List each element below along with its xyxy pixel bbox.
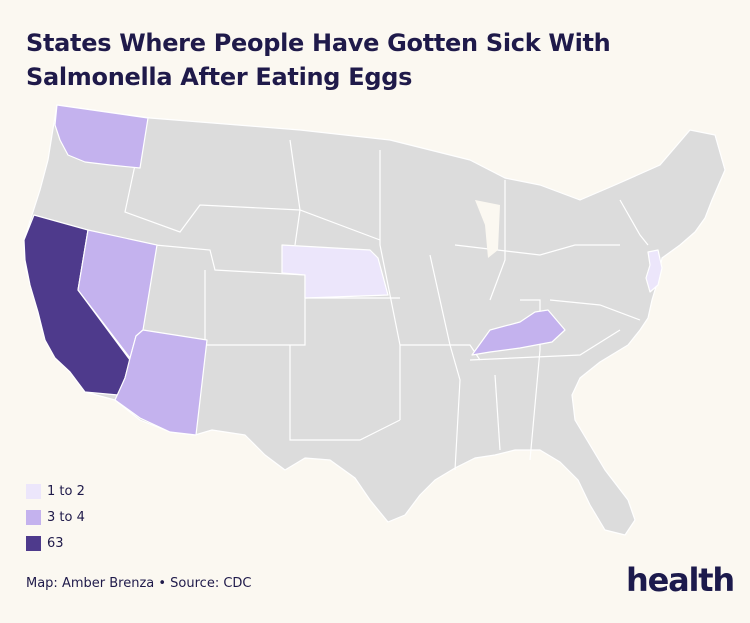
- legend-item: 63: [26, 530, 85, 556]
- map-legend: 1 to 2 3 to 4 63: [26, 478, 85, 556]
- map-title: States Where People Have Gotten Sick Wit…: [26, 26, 646, 94]
- legend-label: 3 to 4: [47, 509, 85, 525]
- legend-item: 1 to 2: [26, 478, 85, 504]
- source-credit: Map: Amber Brenza • Source: CDC: [26, 576, 252, 591]
- state-kentucky: [471, 309, 566, 356]
- state-new-jersey: [645, 249, 663, 293]
- state-nebraska: [281, 244, 389, 299]
- legend-label: 63: [47, 535, 64, 551]
- health-logo: health: [626, 561, 735, 599]
- state-arizona: [114, 329, 208, 436]
- legend-label: 1 to 2: [47, 483, 85, 499]
- us-outline: [23, 104, 726, 536]
- legend-swatch-1-to-2: [26, 483, 41, 499]
- great-lakes: [475, 200, 500, 258]
- us-map: [0, 95, 750, 555]
- legend-item: 3 to 4: [26, 504, 85, 530]
- state-washington: [54, 104, 149, 169]
- legend-swatch-63: [26, 535, 41, 551]
- legend-swatch-3-to-4: [26, 509, 41, 525]
- map-title-line1: States Where People Have Gotten Sick Wit…: [26, 29, 611, 57]
- map-title-line2: Salmonella After Eating Eggs: [26, 63, 413, 91]
